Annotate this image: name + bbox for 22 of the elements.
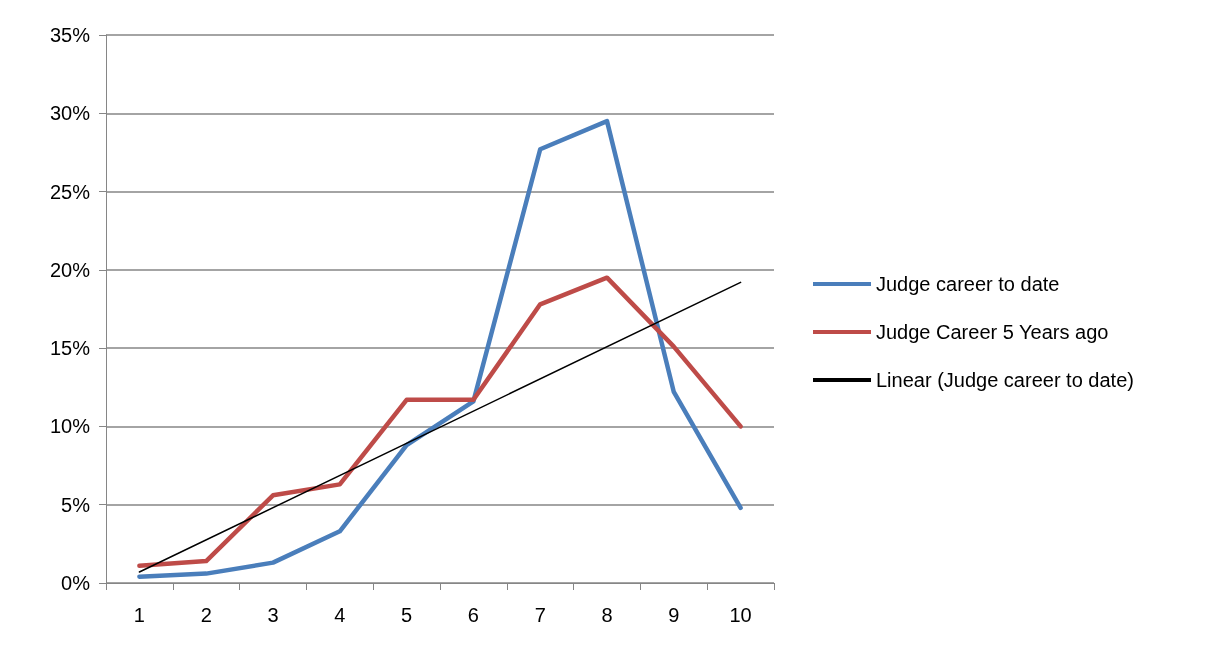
x-tick-label: 6: [467, 604, 479, 626]
x-tick-label: 9: [668, 604, 680, 626]
legend-label: Judge Career 5 Years ago: [876, 321, 1109, 343]
x-tick-label: 7: [534, 604, 546, 626]
x-tick-label: 2: [200, 604, 212, 626]
legend-label: Linear (Judge career to date): [876, 369, 1134, 391]
y-tick-label: 5%: [61, 493, 91, 516]
y-tick-label: 10%: [49, 415, 91, 438]
x-tick-label: 3: [267, 604, 279, 626]
y-tick-label: 35%: [49, 24, 91, 46]
x-tick-label: 4: [334, 604, 346, 626]
y-tick-label: 30%: [49, 102, 91, 125]
y-tick-label: 20%: [49, 258, 91, 281]
y-tick-label: 0%: [61, 572, 91, 594]
legend-label: Judge career to date: [876, 273, 1060, 295]
line-series: [137, 118, 743, 579]
x-tick-label: 1: [133, 604, 145, 626]
y-tick-label: 25%: [49, 180, 91, 203]
x-tick-label: 8: [601, 604, 613, 626]
x-tick-label: 5: [401, 604, 413, 626]
y-tick-label: 15%: [49, 337, 91, 360]
x-tick-label: 10: [729, 604, 752, 626]
